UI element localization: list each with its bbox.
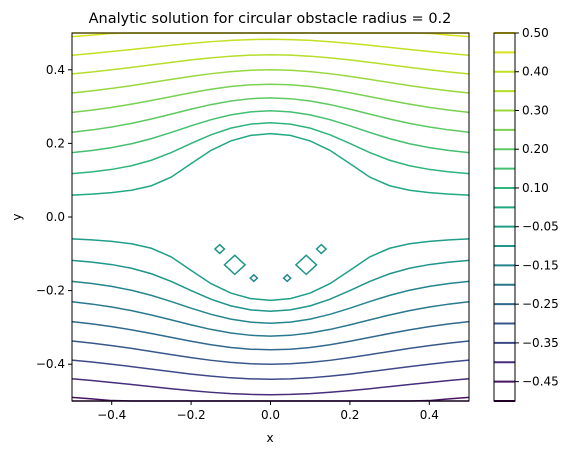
contour-lines — [71, 32, 470, 402]
obstacle-contour-loop-4 — [315, 243, 328, 255]
y-tick-label-m0_2: −0.2 — [36, 284, 65, 298]
colorbar-tick-label-0_5: 0.50 — [522, 26, 549, 40]
obstacle-contour-loop-6 — [282, 273, 292, 283]
contour-line-0_15 — [71, 110, 470, 154]
y-axis-label: y — [10, 213, 24, 220]
contour-line-m0_15 — [71, 280, 470, 324]
x-tick-label-0_2: 0.2 — [340, 408, 359, 422]
contour-line-m0_35 — [71, 359, 470, 380]
colorbar-tick-label-m0_15: −0.15 — [522, 258, 559, 272]
contour-line-0_35 — [71, 54, 470, 75]
contour-line-m0_1 — [71, 259, 470, 313]
contour-line-0_4 — [71, 38, 470, 56]
colorbar-tick-label-m0_25: −0.25 — [522, 297, 559, 311]
x-tick-label-0: 0.0 — [261, 408, 280, 422]
contour-line-m0_2 — [71, 301, 470, 337]
colorbar-level-lines — [494, 32, 515, 402]
obstacle-contour-loop-3 — [213, 243, 226, 255]
colorbar-tick-label-m0_45: −0.45 — [522, 375, 559, 389]
plot-area — [71, 32, 470, 402]
x-axis-label: x — [266, 431, 273, 445]
contour-line-m0_05 — [71, 238, 470, 302]
colorbar-tick-label-m0_05: −0.05 — [522, 220, 559, 234]
obstacle-contour-loop-5 — [249, 273, 259, 283]
contour-line-0_1 — [71, 121, 470, 175]
contour-line-0_3 — [71, 69, 470, 94]
y-tick-label-0_2: 0.2 — [46, 136, 65, 150]
y-tick-label-0: 0.0 — [46, 210, 65, 224]
contour-line-m0_25 — [71, 320, 470, 351]
contour-line-0_05 — [71, 132, 470, 196]
contour-line-0_2 — [71, 97, 470, 133]
contour-line-0_25 — [71, 83, 470, 114]
colorbar-frame — [493, 32, 516, 402]
x-axis: −0.4 −0.2 0.0 0.2 0.4 — [97, 401, 439, 422]
obstacle-contour-loop-2 — [294, 254, 318, 276]
colorbar-ticks: 0.50 0.40 0.30 0.20 0.10 −0.05 −0.15 −0.25 −0.35… — [515, 26, 559, 389]
x-tick-label-m0_2: −0.2 — [177, 408, 206, 422]
contour-line-m0_3 — [71, 340, 470, 365]
y-tick-label-m0_4: −0.4 — [36, 357, 65, 371]
y-tick-label-0_4: 0.4 — [46, 63, 65, 77]
plot-background — [72, 33, 469, 401]
contour-line-m0_4 — [71, 378, 470, 396]
colorbar-tick-label-0_4: 0.40 — [522, 65, 549, 79]
colorbar-tick-label-0_1: 0.10 — [522, 181, 549, 195]
colorbar-tick-label-m0_35: −0.35 — [522, 336, 559, 350]
near-obstacle-contours — [213, 243, 328, 283]
colorbar-tick-label-0_3: 0.30 — [522, 103, 549, 117]
chart-title: Analytic solution for circular obstacle … — [89, 11, 452, 27]
colorbar: 0.50 0.40 0.30 0.20 0.10 −0.05 −0.15 −0.25 −0.35… — [493, 26, 559, 402]
x-tick-label-0_4: 0.4 — [420, 408, 439, 422]
x-tick-label-m0_4: −0.4 — [97, 408, 126, 422]
y-axis: −0.4 −0.2 0.0 0.2 0.4 — [36, 63, 72, 371]
obstacle-contour-loop-1 — [223, 254, 247, 276]
colorbar-tick-label-0_2: 0.20 — [522, 142, 549, 156]
